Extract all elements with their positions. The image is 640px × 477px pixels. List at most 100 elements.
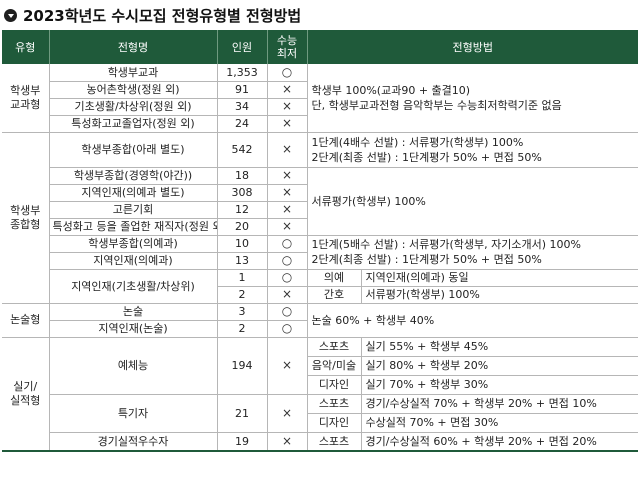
table-row: 논술형 논술 3 ○ 논술 60% + 학생부 40%	[2, 302, 639, 338]
method-key: 간호	[306, 285, 362, 304]
method-value: 서류평가(학생부) 100%	[360, 285, 639, 304]
csat-no-icon: ×	[266, 393, 308, 433]
program-quota: 12	[216, 200, 268, 219]
table-row: 학생부종합(경영학(야간)) 18 × 서류평가(학생부) 100%	[2, 166, 639, 236]
program-name: 고른기회	[49, 200, 218, 219]
csat-no-icon: ×	[266, 336, 308, 395]
method-key: 디자인	[307, 412, 362, 433]
csat-yes-icon: ○	[266, 268, 308, 287]
csat-no-icon: ×	[266, 131, 308, 168]
csat-no-icon: ×	[266, 114, 307, 133]
csat-yes-icon: ○	[266, 251, 307, 270]
method-key: 스포츠	[306, 336, 362, 357]
csat-no-icon: ×	[266, 217, 307, 236]
program-name: 특기자	[49, 393, 218, 433]
table-row: 학생부 교과형 학생부교과 1,353 ○ 학생부 100%(교과90 + 출결…	[2, 64, 639, 133]
program-quota: 19	[216, 431, 268, 452]
program-name: 농어촌학생(정원 외)	[49, 80, 218, 99]
method-key: 음악/미술	[307, 355, 362, 376]
program-quota: 1,353	[216, 64, 268, 82]
program-name: 예체능	[48, 336, 218, 395]
method-key: 스포츠	[306, 393, 362, 414]
method-key: 스포츠	[306, 431, 362, 452]
method-text: 논술 60% + 학생부 40%	[306, 302, 639, 338]
group-label: 학생부 교과형	[2, 64, 50, 133]
program-name: 학생부종합(경영학(야간))	[49, 166, 218, 185]
csat-no-icon: ×	[266, 431, 308, 452]
program-quota: 542	[216, 131, 268, 168]
program-name: 지역인재(논술)	[49, 319, 218, 338]
table-row: 학생부종합(의예과) 10 ○ 1단계(5배수 선발) : 서류평가(학생부, …	[2, 234, 639, 270]
program-name: 논술	[48, 302, 218, 321]
csat-no-icon: ×	[266, 285, 308, 304]
program-quota: 24	[216, 114, 268, 133]
program-name: 특성화고교졸업자(정원 외)	[49, 114, 218, 133]
header-method: 전형방법	[306, 30, 639, 64]
table-row: 특기자 21 × 스포츠 경기/수상실적 70% + 학생부 20% + 면접 …	[2, 393, 639, 433]
csat-yes-icon: ○	[266, 319, 307, 338]
csat-yes-icon: ○	[266, 234, 308, 253]
group-label: 실기/ 실적형	[2, 336, 50, 452]
method-value: 실기 55% + 학생부 45%	[360, 336, 639, 357]
program-quota: 194	[216, 336, 268, 395]
method-text: 서류평가(학생부) 100%	[306, 166, 639, 236]
program-name: 학생부종합(의예과)	[49, 234, 218, 253]
program-name: 지역인재(의예과)	[49, 251, 218, 270]
triangle-down-icon	[4, 8, 17, 22]
header-quota: 인원	[216, 30, 267, 64]
table-row: 음악/미술 실기 80% + 학생부 20%	[2, 355, 639, 376]
program-quota: 3	[216, 302, 268, 321]
title-text: 2023학년도 수시모집 전형유형별 전형방법	[23, 6, 302, 25]
program-quota: 13	[216, 251, 268, 270]
header-name: 전형명	[48, 30, 217, 64]
table-row: 디자인 수상실적 70% + 면접 30%	[2, 412, 639, 433]
program-name: 기초생활/차상위(정원 외)	[49, 97, 218, 116]
table-row: 특성화고 등을 졸업한 재직자(정원 외) 20 ×	[2, 217, 638, 236]
csat-no-icon: ×	[266, 80, 307, 99]
method-key: 디자인	[307, 374, 362, 395]
method-value: 경기/수상실적 70% + 학생부 20% + 면접 10%	[360, 393, 639, 414]
program-name: 지역인재(의예과 별도)	[49, 183, 218, 202]
program-name: 지역인재(기초생활/차상위)	[49, 268, 218, 304]
csat-no-icon: ×	[266, 97, 307, 116]
table-row: 지역인재(논술) 2 ○	[2, 319, 638, 338]
csat-yes-icon: ○	[266, 302, 308, 321]
table-header-row: 유형 전형명 인원 수능 최저 전형방법	[2, 30, 639, 64]
page-title: 2023학년도 수시모집 전형유형별 전형방법	[4, 4, 301, 26]
method-text: 1단계(4배수 선발) : 서류평가(학생부) 100% 2단계(최종 선발) :…	[306, 131, 639, 168]
program-quota: 2	[217, 285, 268, 304]
program-quota: 91	[216, 80, 268, 99]
program-quota: 10	[216, 234, 268, 253]
csat-yes-icon: ○	[266, 64, 308, 82]
csat-no-icon: ×	[266, 183, 307, 202]
program-quota: 34	[216, 97, 268, 116]
table-row: 실기/ 실적형 예체능 194 × 스포츠 실기 55% + 학생부 45%	[2, 336, 639, 452]
method-text: 1단계(5배수 선발) : 서류평가(학생부, 자기소개서) 100% 2단계(최…	[306, 234, 639, 270]
table-row: 경기실적우수자 19 × 스포츠 경기/수상실적 60% + 학생부 20% +…	[2, 431, 639, 452]
program-name: 학생부종합(아래 별도)	[48, 131, 218, 168]
method-value: 지역인재(의예과) 동일	[360, 268, 639, 287]
table-row: 지역인재(의예과) 13 ○	[2, 251, 638, 270]
program-quota: 21	[216, 393, 268, 433]
program-name: 특성화고 등을 졸업한 재직자(정원 외)	[49, 217, 218, 236]
table-row: 고른기회 12 ×	[2, 200, 638, 219]
method-value: 경기/수상실적 60% + 학생부 20% + 면접 20%	[360, 431, 639, 452]
group-label: 논술형	[2, 302, 50, 338]
program-quota: 20	[216, 217, 268, 236]
program-quota: 308	[216, 183, 268, 202]
method-text: 학생부 100%(교과90 + 출결10) 단, 학생부교과전형 음악학부는 수능…	[306, 64, 639, 133]
table-row: 지역인재(기초생활/차상위) 1 ○ 의예 지역인재(의예과) 동일	[2, 268, 639, 304]
program-name: 경기실적우수자	[49, 431, 218, 452]
method-value: 실기 70% + 학생부 30%	[360, 374, 639, 395]
table-row: 지역인재(의예과 별도) 308 ×	[2, 183, 638, 202]
admission-table: 유형 전형명 인원 수능 최저 전형방법 학생부 교과형 학생부교과 1,353 …	[2, 30, 639, 452]
table-row: 학생부 종합형 학생부종합(아래 별도) 542 × 1단계(4배수 선발) :…	[2, 131, 639, 304]
program-quota: 1	[216, 268, 268, 287]
method-key: 의예	[306, 268, 362, 287]
method-value: 수상실적 70% + 면접 30%	[360, 412, 639, 433]
group-label: 학생부 종합형	[2, 131, 50, 304]
program-name: 학생부교과	[48, 64, 218, 82]
header-type: 유형	[2, 30, 49, 64]
method-value: 실기 80% + 학생부 20%	[360, 355, 639, 376]
csat-no-icon: ×	[266, 200, 307, 219]
